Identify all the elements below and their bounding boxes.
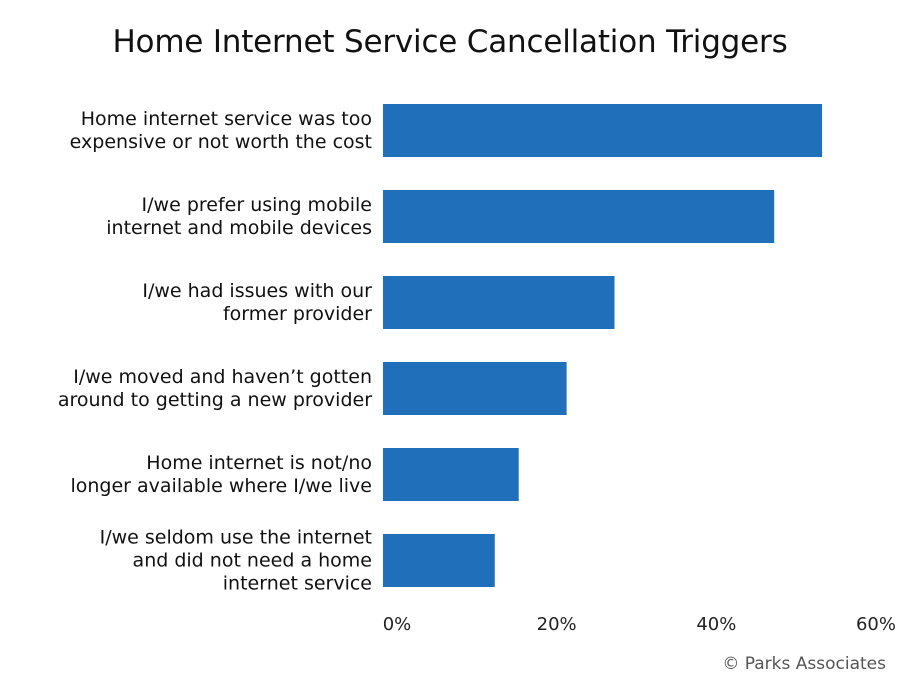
category-label-line: I/we moved and haven’t gotten — [73, 366, 372, 388]
category-label: Home internet service was too expensive o… — [70, 108, 372, 153]
category-label: I/we seldom use the internet and did not … — [100, 527, 372, 595]
category-label-line: Home internet service was too — [81, 108, 372, 130]
category-label-line: I/we prefer using mobile — [142, 194, 372, 216]
x-tick-label: 20% — [537, 614, 577, 635]
category-label-line: former provider — [223, 303, 372, 325]
category-label: I/we moved and haven’t gotten around to g… — [58, 366, 372, 411]
x-tick-label: 60% — [856, 614, 896, 635]
x-tick-label: 40% — [696, 614, 736, 635]
bar — [383, 534, 495, 587]
bar — [383, 104, 823, 157]
category-label-line: Home internet is not/no — [146, 452, 372, 474]
category-label-line: around to getting a new provider — [58, 389, 372, 411]
category-label: I/we had issues with our former provider — [142, 280, 372, 325]
category-label-line: and did not need a home — [133, 550, 372, 572]
category-label-line: expensive or not worth the cost — [70, 131, 372, 153]
category-label: I/we prefer using mobile internet and mob… — [106, 194, 372, 239]
category-label: Home internet is not/no longer available … — [70, 452, 372, 497]
category-label-line: internet and mobile devices — [106, 217, 372, 239]
bar — [383, 190, 775, 243]
x-axis-ticks: 0% 20% 40% 60% — [383, 614, 896, 635]
category-label-line: I/we had issues with our — [142, 280, 372, 302]
bar — [383, 276, 615, 329]
category-labels: Home internet service was too expensive o… — [58, 108, 372, 595]
source-credit: © Parks Associates — [722, 654, 886, 674]
chart-title: Home Internet Service Cancellation Trigg… — [112, 24, 788, 60]
category-label-line: longer available where I/we live — [70, 475, 372, 497]
bar — [383, 448, 519, 501]
bars-layer — [383, 104, 823, 587]
x-tick-label: 0% — [383, 614, 412, 635]
bar — [383, 362, 567, 415]
category-label-line: internet service — [223, 573, 372, 595]
category-label-line: I/we seldom use the internet — [100, 527, 372, 549]
